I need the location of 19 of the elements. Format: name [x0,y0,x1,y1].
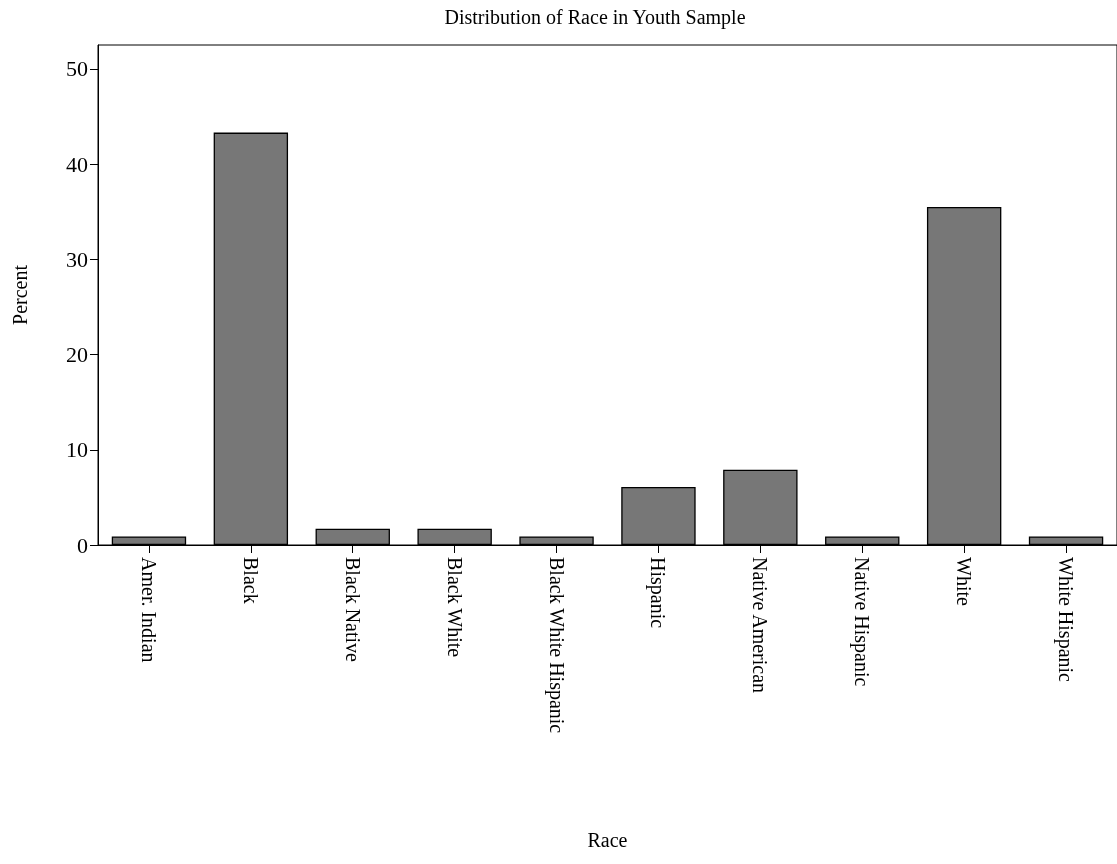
y-tick-label: 30 [66,246,88,272]
x-tick-label: Black White [443,557,466,658]
y-tick-label: 20 [66,342,88,368]
x-tick-label: Hispanic [646,557,670,629]
x-tick-label: White Hispanic [1054,557,1078,683]
x-tick-label: Black Native [341,557,364,663]
y-tick-label: 10 [66,437,88,463]
x-tick-label: Amer. Indian [137,557,160,663]
x-tick-label: Black White Hispanic [544,557,568,734]
chart-title: Distribution of Race in Youth Sample [444,6,746,29]
x-tick-label: Native Hispanic [850,557,874,687]
y-tick-label: 40 [66,151,88,177]
y-tick-label: 50 [66,56,88,82]
x-axis-title: Race [587,829,628,851]
y-tick-label: 0 [77,532,88,558]
y-axis-title: Percent [9,264,31,325]
x-tick-label: White [953,557,976,606]
x-tick-label: Black [239,557,262,604]
x-tick-label: Native American [749,557,772,694]
